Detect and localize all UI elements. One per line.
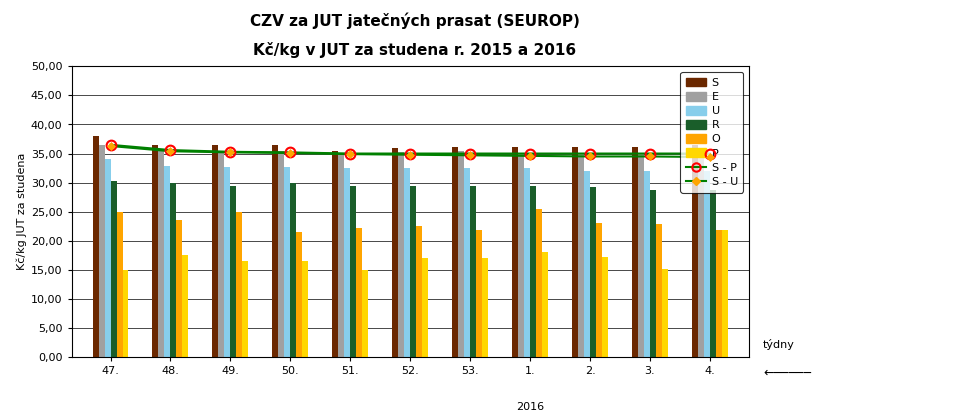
Bar — [596, 223, 601, 357]
Bar — [116, 212, 122, 357]
Bar — [470, 186, 476, 357]
Bar — [338, 154, 344, 357]
Text: týdny: týdny — [762, 339, 794, 350]
Bar — [523, 168, 530, 357]
Bar — [512, 146, 517, 357]
Bar — [422, 258, 428, 357]
Y-axis label: Kč/kg JUT za studena: Kč/kg JUT za studena — [16, 153, 27, 270]
Bar — [589, 187, 596, 357]
Bar — [362, 270, 368, 357]
Bar — [541, 252, 548, 357]
Text: CZV za JUT jatečných prasat (SEUROP): CZV za JUT jatečných prasat (SEUROP) — [250, 12, 579, 29]
Bar — [236, 212, 242, 357]
Bar — [350, 186, 355, 357]
Bar — [242, 261, 248, 357]
Bar — [290, 183, 296, 357]
Bar — [631, 146, 638, 357]
Text: Kč/kg v JUT za studena r. 2015 a 2016: Kč/kg v JUT za studena r. 2015 a 2016 — [253, 42, 576, 58]
Bar — [703, 171, 709, 357]
Legend: S, E, U, R, O, P, S - P, S - U: S, E, U, R, O, P, S - P, S - U — [679, 72, 742, 193]
Bar — [152, 145, 158, 357]
Bar — [355, 228, 362, 357]
Bar — [224, 167, 231, 357]
Bar — [638, 154, 643, 357]
Bar — [709, 190, 715, 357]
Bar — [164, 166, 171, 357]
Bar — [182, 255, 189, 357]
Bar — [572, 146, 578, 357]
Bar — [517, 154, 523, 357]
Text: ←─────: ←───── — [762, 367, 810, 380]
Text: 2016: 2016 — [516, 402, 543, 412]
Bar — [481, 258, 488, 357]
Bar — [536, 209, 541, 357]
Bar — [530, 186, 536, 357]
Bar — [302, 261, 308, 357]
Bar — [231, 186, 236, 357]
Bar — [392, 148, 397, 357]
Bar — [578, 154, 583, 357]
Bar — [410, 186, 416, 357]
Bar — [278, 151, 284, 357]
Bar — [171, 183, 176, 357]
Bar — [416, 226, 422, 357]
Bar — [92, 136, 98, 357]
Bar — [272, 145, 278, 357]
Bar — [105, 159, 111, 357]
Bar — [691, 145, 698, 357]
Bar — [601, 257, 607, 357]
Bar — [176, 220, 182, 357]
Bar — [296, 232, 302, 357]
Bar — [111, 181, 116, 357]
Bar — [397, 152, 404, 357]
Bar — [715, 230, 721, 357]
Bar — [122, 270, 129, 357]
Bar — [344, 168, 350, 357]
Bar — [649, 190, 656, 357]
Bar — [332, 151, 338, 357]
Bar — [721, 230, 727, 357]
Bar — [452, 146, 457, 357]
Bar — [158, 151, 164, 357]
Bar — [284, 167, 290, 357]
Bar — [698, 152, 703, 357]
Bar — [661, 269, 667, 357]
Bar — [457, 151, 464, 357]
Bar — [98, 145, 105, 357]
Bar — [643, 171, 649, 357]
Bar — [218, 151, 224, 357]
Bar — [404, 168, 410, 357]
Bar — [464, 168, 470, 357]
Bar — [656, 225, 661, 357]
Bar — [213, 145, 218, 357]
Bar — [476, 230, 481, 357]
Bar — [583, 171, 589, 357]
